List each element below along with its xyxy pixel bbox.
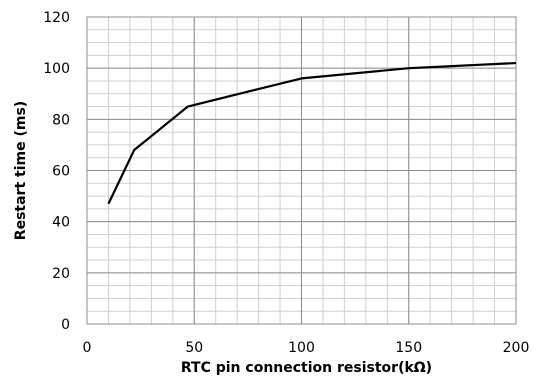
y-tick-label: 20	[52, 266, 70, 282]
x-tick-label: 200	[503, 340, 530, 356]
x-tick-labels: 0 50 100 150 200	[83, 340, 530, 356]
y-tick-label: 40	[52, 215, 70, 231]
y-tick-label: 100	[43, 61, 70, 77]
x-tick-label: 50	[185, 340, 203, 356]
x-tick-label: 100	[288, 340, 315, 356]
x-axis-title: RTC pin connection resistor(kΩ)	[181, 360, 432, 376]
series-layer	[107, 61, 517, 205]
y-tick-label: 0	[61, 317, 70, 333]
x-tick-label: 150	[395, 340, 422, 356]
y-tick-labels: 0 20 40 60 80 100 120	[43, 10, 70, 333]
y-axis-title: Restart time (ms)	[13, 101, 29, 240]
y-tick-label: 80	[52, 112, 70, 128]
plot-area-frame	[86, 16, 517, 325]
series-line	[107, 61, 517, 205]
x-tick-label: 0	[83, 340, 92, 356]
y-tick-label: 120	[43, 10, 70, 26]
y-tick-label: 60	[52, 164, 70, 180]
